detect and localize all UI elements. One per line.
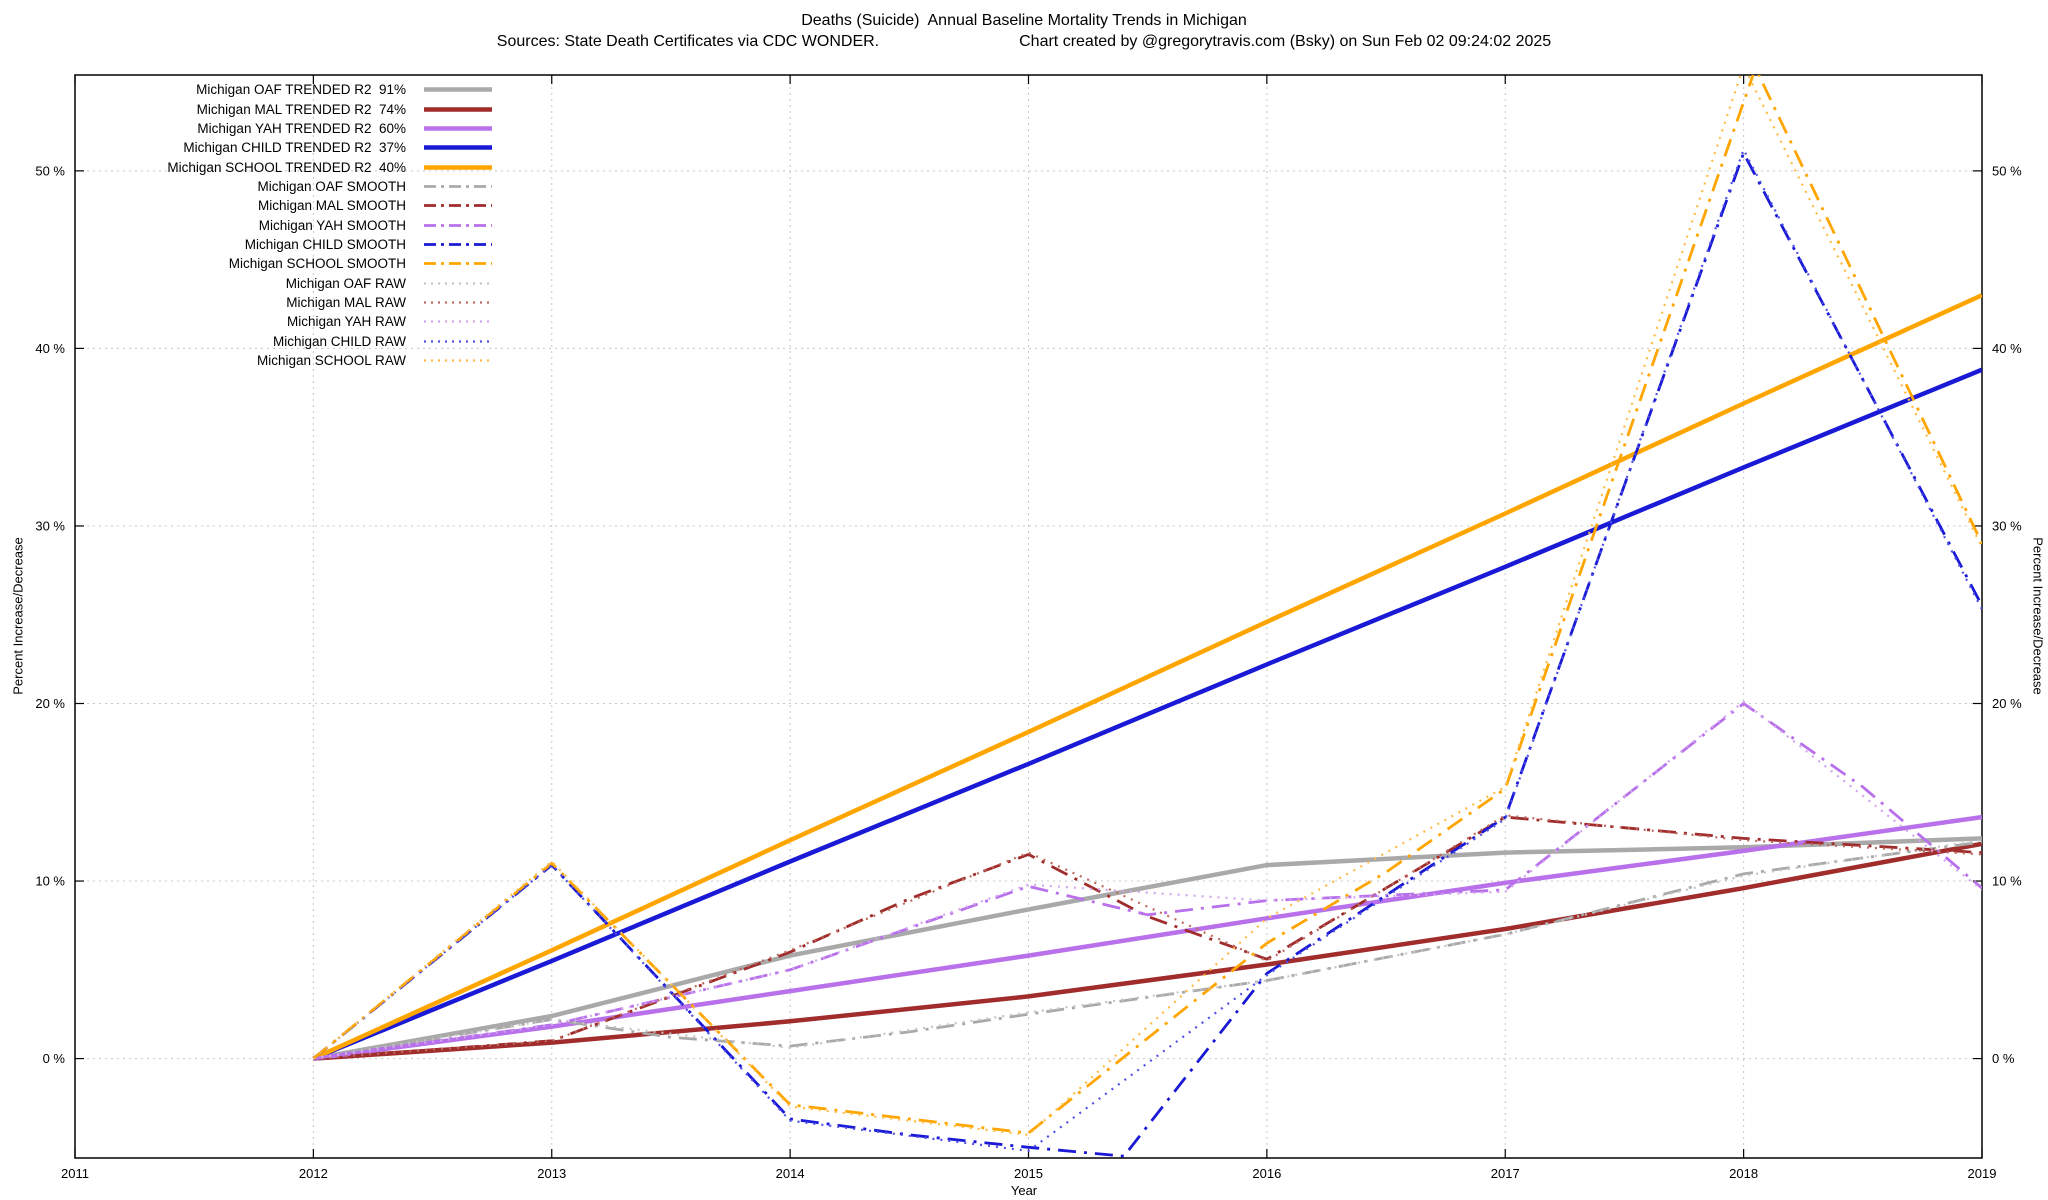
legend-item-yah-raw: Michigan YAH RAW (58, 312, 504, 331)
y-tick-label-right: 20 % (1992, 696, 2022, 711)
series-line-child-trended (312, 367, 1982, 1061)
y-tick-label-right: 30 % (1992, 518, 2022, 533)
legend-line-sample (424, 184, 492, 188)
legend-line-sample (424, 223, 492, 227)
y-tick-label-left: 30 % (35, 518, 65, 533)
legend-label: Michigan MAL TRENDED R2 74% (196, 101, 406, 117)
legend-label: Michigan SCHOOL SMOOTH (228, 256, 406, 272)
y-tick-label-right: 40 % (1992, 341, 2022, 356)
legend-label: Michigan SCHOOL TRENDED R2 40% (167, 159, 406, 175)
legend-item-child-raw: Michigan CHILD RAW (58, 331, 504, 350)
y-tick-label-left: 40 % (35, 341, 65, 356)
legend-item-yah-smooth: Michigan YAH SMOOTH (58, 215, 504, 234)
legend-label: Michigan YAH TRENDED R2 60% (197, 120, 406, 136)
legend-label: Michigan CHILD SMOOTH (244, 236, 406, 252)
legend-label: Michigan OAF RAW (285, 275, 406, 291)
legend-item-mal-smooth: Michigan MAL SMOOTH (58, 196, 504, 215)
legend-label: Michigan OAF SMOOTH (257, 178, 406, 194)
y-tick-label-right: 50 % (1992, 163, 2022, 178)
y-tick-label-right: 0 % (1992, 1051, 2015, 1066)
legend-line-sample (424, 301, 492, 304)
series-line-school-trended (312, 293, 1982, 1061)
legend-item-oaf-smooth: Michigan OAF SMOOTH (58, 177, 504, 196)
y-axis-label-right: Percent Increase/Decrease (2030, 537, 2046, 695)
legend-item-school-raw: Michigan SCHOOL RAW (58, 351, 504, 370)
series-line-mal-smooth (313, 815, 1982, 1060)
legend-item-school-trended: Michigan SCHOOL TRENDED R2 40% (58, 157, 504, 176)
y-tick-label-left: 50 % (35, 163, 65, 178)
legend-item-child-trended: Michigan CHILD TRENDED R2 37% (58, 138, 504, 157)
x-tick-label: 2018 (1729, 1166, 1758, 1181)
series-line-child-smooth (312, 151, 1982, 1158)
chart-credit: Chart created by @gregorytravis.com (Bsk… (1019, 33, 1552, 50)
legend-label: Michigan YAH RAW (286, 314, 406, 330)
legend-label: Michigan CHILD TRENDED R2 37% (183, 140, 406, 156)
series-line-school-smooth (312, 75, 1982, 1135)
legend-line-sample (424, 243, 492, 246)
series-line-mal-raw (313, 814, 1982, 1060)
legend-line-sample (424, 126, 492, 131)
legend-item-oaf-trended: Michigan OAF TRENDED R2 91% (58, 80, 504, 99)
legend-item-yah-trended: Michigan YAH TRENDED R2 60% (58, 119, 504, 138)
x-tick-label: 2012 (299, 1166, 328, 1181)
legend-line-sample (424, 164, 492, 170)
chart-title: Deaths (Suicide) Annual Baseline Mortali… (801, 12, 1247, 29)
legend-line-sample (424, 106, 492, 112)
plot-border (74, 74, 1983, 1159)
series-line-yah-trended (313, 814, 1982, 1061)
legend-item-child-smooth: Michigan CHILD SMOOTH (58, 235, 504, 254)
legend-line-sample (424, 320, 492, 323)
x-tick-label: 2015 (1014, 1166, 1043, 1181)
x-tick-label: 2019 (1968, 1166, 1997, 1181)
legend-label: Michigan MAL SMOOTH (257, 198, 406, 214)
x-tick-label: 2017 (1491, 1166, 1520, 1181)
series-line-oaf-smooth (313, 840, 1982, 1060)
series-line-oaf-trended (313, 836, 1982, 1061)
legend-item-mal-trended: Michigan MAL TRENDED R2 74% (58, 99, 504, 118)
legend: Michigan OAF TRENDED R2 91% Michigan MAL … (58, 80, 504, 370)
y-tick-label-left: 10 % (35, 874, 65, 889)
y-tick-label-left: 0 % (43, 1051, 66, 1066)
y-tick-label-left: 20 % (35, 696, 65, 711)
x-tick-label: 2016 (1252, 1166, 1281, 1181)
legend-item-mal-raw: Michigan MAL RAW (58, 293, 504, 312)
y-tick-label-right: 10 % (1992, 874, 2022, 889)
legend-label: Michigan YAH SMOOTH (258, 217, 406, 233)
y-axis-label-left: Percent Increase/Decrease (10, 537, 26, 695)
chart-subtitle: Sources: State Death Certificates via CD… (0, 33, 2048, 51)
series-line-school-raw (312, 75, 1982, 1137)
series-line-oaf-raw (313, 839, 1982, 1060)
legend-item-school-smooth: Michigan SCHOOL SMOOTH (58, 254, 504, 273)
legend-label: Michigan CHILD RAW (272, 333, 406, 349)
legend-line-sample (424, 359, 492, 362)
chart-sources: Sources: State Death Certificates via CD… (496, 33, 880, 50)
legend-item-oaf-raw: Michigan OAF RAW (58, 273, 504, 292)
legend-line-sample (424, 282, 492, 285)
series-line-mal-trended (313, 841, 1982, 1061)
x-tick-label: 2011 (61, 1166, 89, 1181)
x-tick-label: 2013 (537, 1166, 566, 1181)
series-line-yah-raw (313, 700, 1982, 1060)
x-axis-label: Year (1010, 1183, 1038, 1198)
legend-label: Michigan MAL RAW (286, 294, 406, 310)
legend-line-sample (424, 204, 492, 208)
legend-line-sample (424, 262, 492, 266)
series-group (312, 75, 1982, 1158)
series-line-yah-smooth (313, 702, 1982, 1060)
legend-line-sample (424, 340, 492, 343)
legend-line-sample (424, 145, 492, 150)
legend-line-sample (424, 87, 492, 92)
x-tick-label: 2014 (776, 1166, 805, 1181)
legend-label: Michigan OAF TRENDED R2 91% (196, 82, 406, 98)
legend-label: Michigan SCHOOL RAW (256, 352, 406, 368)
series-line-child-raw (312, 148, 1982, 1153)
